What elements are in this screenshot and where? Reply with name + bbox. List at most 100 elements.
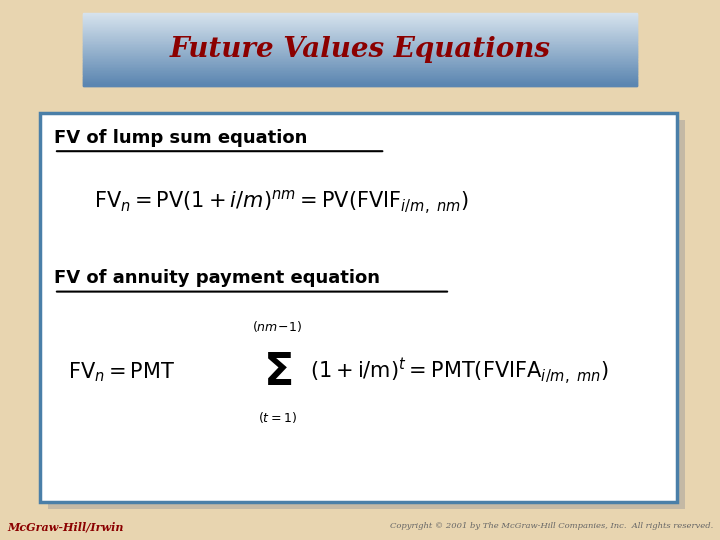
Bar	[83, 49, 637, 50]
Bar	[83, 43, 637, 44]
Bar	[83, 79, 637, 80]
Bar	[83, 20, 637, 22]
Bar	[83, 52, 637, 53]
Bar	[83, 77, 637, 78]
Bar	[83, 82, 637, 83]
Bar	[83, 45, 637, 46]
Text: $\mathrm{FV}_n = \mathrm{PV}(1 + i/m)^{nm} = \mathrm{PV(FVIF}_{i/m,\ nm}\mathrm{: $\mathrm{FV}_n = \mathrm{PV}(1 + i/m)^{n…	[94, 188, 468, 217]
Bar	[83, 24, 637, 26]
Bar	[83, 19, 637, 20]
Bar	[83, 26, 637, 28]
Bar	[83, 57, 637, 58]
Bar	[83, 29, 637, 31]
Bar	[83, 37, 637, 38]
Text: Future Values Equations: Future Values Equations	[169, 36, 551, 63]
Bar	[83, 66, 637, 67]
Bar	[83, 33, 637, 34]
Text: $\mathit{(t = 1)}$: $\mathit{(t = 1)}$	[258, 410, 297, 425]
Bar	[83, 34, 637, 36]
Bar	[83, 32, 637, 33]
Text: $\mathit{(nm\!-\!1)}$: $\mathit{(nm\!-\!1)}$	[252, 319, 302, 334]
Bar	[83, 76, 637, 77]
Bar	[83, 43, 637, 44]
Bar	[83, 48, 637, 49]
Bar	[83, 51, 637, 52]
Bar	[83, 80, 637, 82]
Bar	[83, 40, 637, 42]
Bar	[83, 13, 637, 14]
Bar	[83, 71, 637, 72]
Bar	[83, 15, 637, 17]
Bar	[83, 15, 637, 16]
Text: $\mathrm{(1 + i/m)}^t = \mathrm{PMT(FVIFA}_{i/m,\ mn}\mathrm{)}$: $\mathrm{(1 + i/m)}^t = \mathrm{PMT(FVIF…	[310, 357, 608, 388]
Bar	[83, 55, 637, 56]
Text: FV of lump sum equation: FV of lump sum equation	[54, 129, 307, 147]
Text: $\mathrm{FV}_n = \mathrm{PMT}$: $\mathrm{FV}_n = \mathrm{PMT}$	[68, 361, 176, 384]
Bar	[83, 30, 637, 31]
Bar	[83, 80, 637, 81]
Bar	[83, 14, 637, 15]
Bar	[83, 19, 637, 21]
Bar	[83, 46, 637, 48]
Bar	[83, 63, 637, 64]
Bar	[83, 56, 637, 57]
Bar	[83, 17, 637, 18]
Bar	[83, 59, 637, 60]
Bar	[83, 66, 637, 68]
Bar	[83, 35, 637, 36]
Bar	[83, 31, 637, 32]
Bar	[83, 48, 637, 49]
Bar	[83, 21, 637, 22]
Bar	[83, 45, 637, 46]
Bar	[83, 50, 637, 51]
Bar	[83, 78, 637, 79]
Bar	[83, 46, 637, 47]
Bar	[83, 47, 637, 48]
Bar	[83, 75, 637, 76]
Bar	[83, 57, 637, 58]
Bar	[83, 85, 637, 86]
Bar	[83, 44, 637, 45]
Bar	[83, 58, 637, 59]
Bar	[83, 22, 637, 23]
Bar	[83, 58, 637, 60]
Bar	[83, 36, 637, 37]
Bar	[83, 38, 637, 39]
Bar	[83, 69, 637, 70]
Bar	[83, 26, 637, 27]
Bar	[83, 75, 637, 76]
Bar	[83, 61, 637, 62]
Bar	[83, 68, 637, 70]
Bar	[83, 72, 637, 73]
Bar	[83, 68, 637, 69]
Bar	[83, 14, 637, 15]
Bar	[83, 63, 637, 65]
Bar	[83, 64, 637, 65]
Bar	[83, 25, 637, 26]
Bar	[83, 23, 637, 24]
Bar	[83, 73, 637, 75]
Bar	[83, 84, 637, 85]
Bar	[83, 39, 637, 40]
Bar	[83, 23, 637, 24]
Bar	[83, 71, 637, 72]
Bar	[83, 42, 637, 43]
FancyBboxPatch shape	[40, 113, 677, 502]
Bar	[83, 83, 637, 84]
Text: McGraw-Hill/Irwin: McGraw-Hill/Irwin	[7, 521, 124, 532]
Bar	[83, 16, 637, 17]
Text: FV of annuity payment equation: FV of annuity payment equation	[54, 269, 380, 287]
Bar	[83, 22, 637, 23]
Bar	[83, 41, 637, 42]
Bar	[83, 70, 637, 71]
Bar	[83, 72, 637, 73]
Text: $\boldsymbol{\Sigma}$: $\boldsymbol{\Sigma}$	[263, 351, 292, 394]
Bar	[83, 17, 637, 18]
Bar	[83, 33, 637, 35]
Bar	[83, 76, 637, 77]
Bar	[83, 40, 637, 41]
Bar	[83, 29, 637, 30]
Bar	[83, 81, 637, 82]
Bar	[83, 65, 637, 66]
Bar	[83, 85, 637, 86]
